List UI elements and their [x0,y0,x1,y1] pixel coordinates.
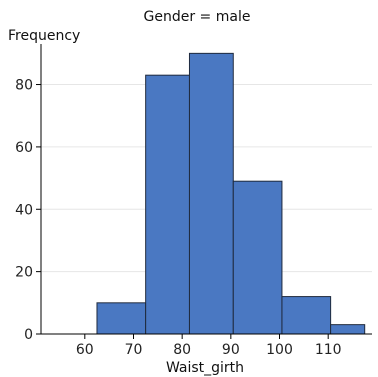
y-tick-label: 40 [15,202,33,218]
x-tick-label: 60 [76,342,94,358]
y-tick-label: 0 [24,327,33,343]
y-tick-label: 60 [15,140,33,156]
x-tick-label: 90 [222,342,240,358]
y-tick-label: 80 [15,78,33,94]
x-tick-label: 110 [315,342,342,358]
bars [96,52,366,335]
chart-title: Gender = male [144,9,251,25]
x-tick-label: 80 [173,342,191,358]
x-tick-label: 100 [266,342,293,358]
histogram-bar [188,52,234,335]
histogram-bar [330,324,366,335]
histogram-bar [232,180,283,335]
histogram-bar [96,302,147,335]
y-axis-label: Frequency [8,28,80,44]
histogram-bar [281,296,332,335]
histogram-bar [145,74,190,335]
x-ticks: 60 70 80 90 100 110 [76,334,342,358]
x-tick-label: 70 [125,342,143,358]
y-tick-label: 20 [15,265,33,281]
x-axis-label: Waist_girth [166,360,244,376]
y-ticks: 0 20 40 60 80 [15,78,41,343]
